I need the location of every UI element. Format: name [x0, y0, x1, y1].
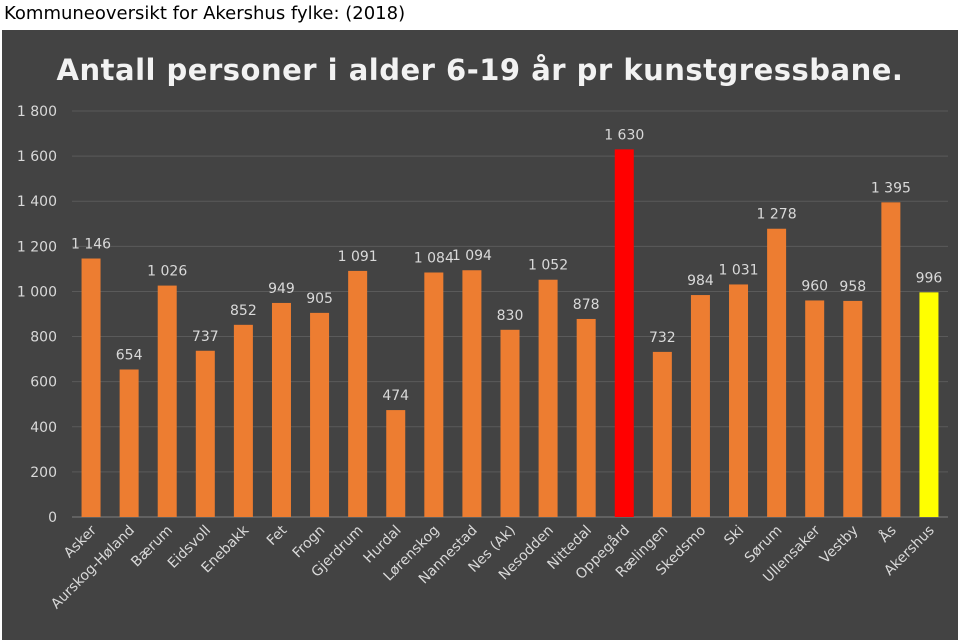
y-tick-label: 200 — [30, 465, 57, 481]
data-label: 949 — [268, 281, 295, 297]
data-label: 960 — [801, 278, 828, 294]
data-label: 732 — [649, 330, 676, 346]
category-label: Vestby — [817, 523, 862, 568]
category-label: Ås — [876, 522, 900, 546]
bar-fet — [271, 302, 291, 517]
bar-akershus — [919, 292, 939, 517]
bar-oppegård — [614, 149, 634, 517]
data-label: 905 — [306, 291, 333, 307]
y-tick-label: 1 400 — [17, 194, 57, 210]
bar-chart: Antall personer i alder 6-19 år pr kunst… — [17, 53, 948, 612]
y-tick-label: 1 000 — [17, 284, 57, 300]
y-tick-label: 1 800 — [17, 104, 57, 120]
bar-aurskog-høland — [119, 369, 139, 517]
data-label: 1 395 — [871, 180, 911, 196]
data-label: 1 026 — [147, 264, 187, 280]
bar-enebakk — [233, 324, 253, 517]
data-label: 958 — [839, 279, 866, 295]
chart-title: Antall personer i alder 6-19 år pr kunst… — [57, 53, 904, 87]
bar-ås — [881, 202, 901, 517]
y-tick-label: 1 600 — [17, 149, 57, 165]
data-label: 1 094 — [452, 248, 492, 264]
bars — [81, 149, 939, 518]
data-label: 1 084 — [414, 250, 454, 266]
data-label: 1 052 — [528, 258, 568, 274]
data-label: 654 — [116, 347, 143, 363]
bar-nittedal — [576, 318, 596, 517]
data-label: 737 — [192, 329, 219, 345]
data-label: 878 — [573, 297, 600, 313]
data-label: 1 630 — [604, 127, 644, 143]
bar-nannestad — [462, 270, 482, 517]
bar-skedsmo — [690, 295, 710, 517]
bar-ullensaker — [805, 300, 825, 517]
bar-nes-ak- — [500, 329, 520, 517]
bar-gjerdrum — [348, 270, 368, 517]
chart-panel: Antall personer i alder 6-19 år pr kunst… — [2, 30, 958, 640]
bar-bærum — [157, 285, 177, 517]
data-label: 1 278 — [757, 207, 797, 223]
y-tick-label: 400 — [30, 420, 57, 436]
data-label: 1 091 — [338, 249, 378, 265]
bar-nesodden — [538, 279, 558, 517]
category-label: Fet — [264, 522, 291, 549]
y-axis-ticks: 0 200 400 600 800 1 000 1 200 1 400 1 600 1 800 — [17, 104, 57, 526]
data-label: 474 — [382, 388, 409, 404]
bar-eidsvoll — [195, 350, 215, 517]
y-tick-label: 600 — [30, 375, 57, 391]
bar-vestby — [843, 300, 863, 517]
y-tick-label: 0 — [48, 510, 57, 526]
data-label: 852 — [230, 303, 257, 319]
data-label: 1 146 — [71, 237, 111, 253]
data-label: 996 — [916, 270, 943, 286]
data-label: 830 — [497, 308, 524, 324]
bar-lørenskog — [424, 272, 444, 517]
bar-ski — [729, 284, 749, 517]
data-label: 1 031 — [718, 262, 758, 278]
y-tick-label: 800 — [30, 330, 57, 346]
y-tick-label: 1 200 — [17, 239, 57, 255]
bar-asker — [81, 258, 101, 517]
bar-hurdal — [386, 410, 406, 517]
data-label: 984 — [687, 273, 714, 289]
category-label: Ski — [721, 523, 747, 549]
page-caption: Kommuneoversikt for Akershus fylke: (201… — [4, 3, 406, 24]
bar-rælingen — [652, 351, 672, 517]
bar-sørum — [767, 228, 787, 518]
bar-frogn — [310, 312, 330, 517]
